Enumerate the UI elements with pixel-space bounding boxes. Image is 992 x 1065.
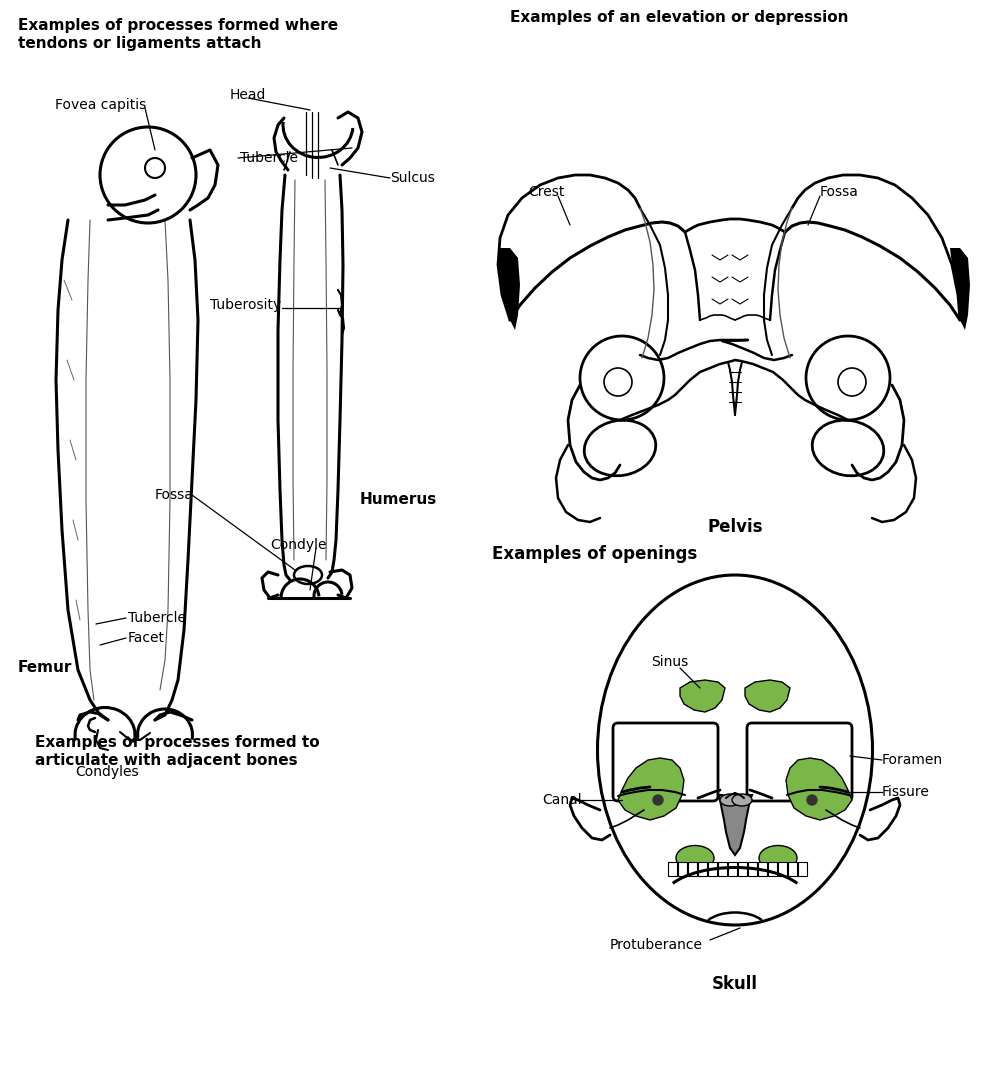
Polygon shape bbox=[786, 758, 852, 820]
Text: articulate with adjacent bones: articulate with adjacent bones bbox=[35, 753, 298, 768]
Text: Tuberosity: Tuberosity bbox=[210, 298, 282, 312]
Polygon shape bbox=[680, 679, 725, 712]
Circle shape bbox=[653, 794, 663, 805]
Text: Sulcus: Sulcus bbox=[390, 171, 434, 185]
Text: Condyles: Condyles bbox=[75, 765, 139, 779]
Polygon shape bbox=[950, 248, 970, 330]
Text: Head: Head bbox=[230, 88, 267, 102]
Text: tendons or ligaments attach: tendons or ligaments attach bbox=[18, 36, 262, 51]
Text: Tubercle: Tubercle bbox=[240, 151, 298, 165]
Bar bbox=[778, 862, 787, 876]
Text: Protuberance: Protuberance bbox=[610, 938, 703, 952]
Text: Examples of openings: Examples of openings bbox=[492, 545, 697, 563]
Circle shape bbox=[807, 794, 817, 805]
Text: Sinus: Sinus bbox=[652, 655, 688, 669]
Text: Canal: Canal bbox=[542, 793, 581, 807]
Bar bbox=[748, 862, 757, 876]
Ellipse shape bbox=[759, 846, 797, 870]
Bar bbox=[798, 862, 807, 876]
Text: Condyle: Condyle bbox=[270, 538, 326, 552]
Bar bbox=[768, 862, 777, 876]
Polygon shape bbox=[618, 758, 684, 820]
Bar bbox=[738, 862, 747, 876]
Text: Facet: Facet bbox=[128, 630, 165, 645]
Ellipse shape bbox=[732, 794, 752, 806]
Text: Examples of processes formed where: Examples of processes formed where bbox=[18, 18, 338, 33]
Bar bbox=[698, 862, 707, 876]
Polygon shape bbox=[718, 794, 752, 855]
Text: Foramen: Foramen bbox=[882, 753, 943, 767]
Polygon shape bbox=[745, 679, 790, 712]
Ellipse shape bbox=[720, 794, 740, 806]
Text: Fissure: Fissure bbox=[882, 785, 930, 799]
Bar bbox=[718, 862, 727, 876]
Text: Crest: Crest bbox=[528, 185, 564, 199]
Bar bbox=[688, 862, 697, 876]
Bar bbox=[678, 862, 687, 876]
Text: Femur: Femur bbox=[18, 660, 72, 675]
Text: Tubercle: Tubercle bbox=[128, 611, 186, 625]
Text: Pelvis: Pelvis bbox=[707, 518, 763, 536]
Text: Fossa: Fossa bbox=[155, 488, 193, 502]
Bar bbox=[708, 862, 717, 876]
Bar bbox=[668, 862, 677, 876]
Polygon shape bbox=[498, 248, 520, 330]
Text: Examples of processes formed to: Examples of processes formed to bbox=[35, 735, 319, 750]
Ellipse shape bbox=[676, 846, 714, 870]
Text: Examples of an elevation or depression: Examples of an elevation or depression bbox=[510, 10, 848, 24]
Text: Humerus: Humerus bbox=[360, 492, 437, 508]
Text: Skull: Skull bbox=[712, 974, 758, 993]
Text: Fossa: Fossa bbox=[820, 185, 859, 199]
Text: Fovea capitis: Fovea capitis bbox=[55, 98, 146, 112]
Bar bbox=[758, 862, 767, 876]
Bar bbox=[788, 862, 797, 876]
Bar bbox=[728, 862, 737, 876]
